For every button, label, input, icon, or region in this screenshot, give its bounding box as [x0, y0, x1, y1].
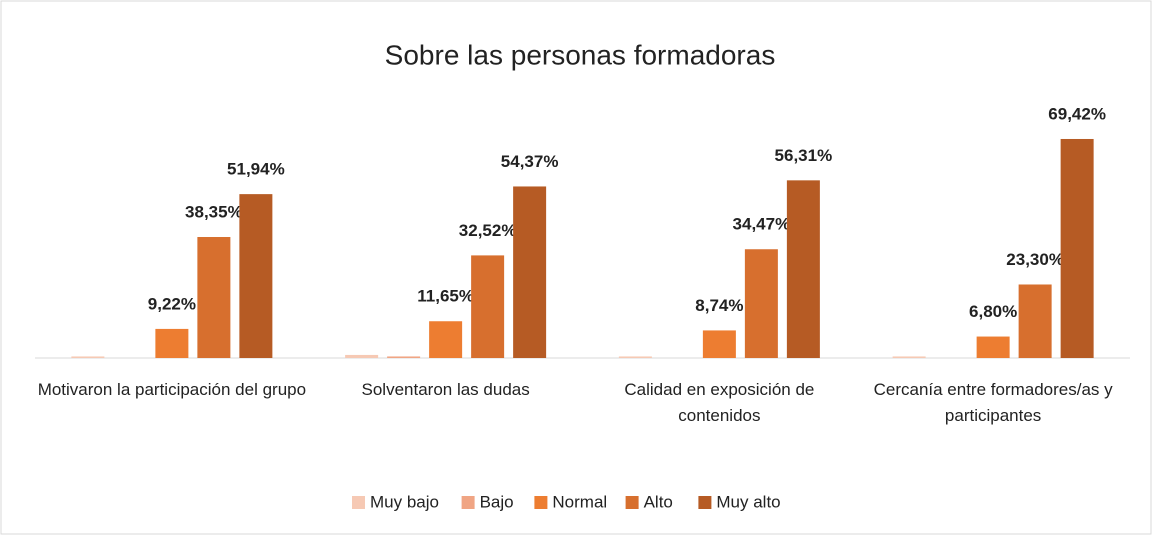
chart-title: Sobre las personas formadoras: [385, 39, 776, 70]
bar: [702, 330, 736, 358]
bar: [345, 354, 379, 358]
data-label: 56,31%: [775, 146, 833, 165]
x-tick-label: Cercanía entre formadores/as y participa…: [873, 380, 1113, 425]
data-label: 32,52%: [459, 221, 517, 240]
bar: [197, 237, 231, 358]
legend-label: Muy alto: [716, 492, 780, 511]
x-tick-label: Solventaron las dudas: [361, 380, 530, 399]
x-tick-label: Motivaron la participación del grupo: [37, 380, 307, 399]
legend-label: Normal: [552, 492, 607, 511]
bar: [71, 356, 105, 358]
bar: [471, 255, 505, 358]
bar: [618, 356, 652, 358]
data-label: 6,80%: [969, 302, 1017, 321]
data-label: 38,35%: [185, 202, 243, 221]
data-label: 8,74%: [695, 296, 743, 315]
legend-label: Muy bajo: [370, 492, 439, 511]
data-label: 11,65%: [417, 287, 474, 306]
legend-label: Bajo: [480, 492, 514, 511]
data-label: 34,47%: [733, 215, 791, 234]
legend-swatch: [534, 496, 548, 509]
legend-swatch: [352, 496, 365, 509]
bar: [892, 356, 926, 358]
bar: [1060, 138, 1094, 358]
bar: [744, 249, 778, 358]
legend-swatch: [461, 496, 475, 509]
bar: [155, 328, 189, 358]
x-tick-label: Calidad en exposición de contenidos: [624, 380, 815, 425]
bar: [1018, 284, 1052, 358]
bar: [976, 336, 1010, 358]
bar: [513, 186, 547, 358]
data-label: 9,22%: [148, 294, 196, 313]
bar: [239, 194, 273, 358]
bar: [387, 356, 421, 358]
bar: [429, 321, 463, 358]
legend-swatch: [625, 496, 639, 509]
data-label: 23,30%: [1006, 250, 1064, 269]
data-label: 51,94%: [227, 160, 285, 179]
bar: [786, 180, 820, 358]
data-label: 54,37%: [501, 152, 559, 171]
legend-swatch: [698, 496, 712, 509]
legend-label: Alto: [644, 492, 673, 511]
data-label: 69,42%: [1048, 104, 1106, 123]
